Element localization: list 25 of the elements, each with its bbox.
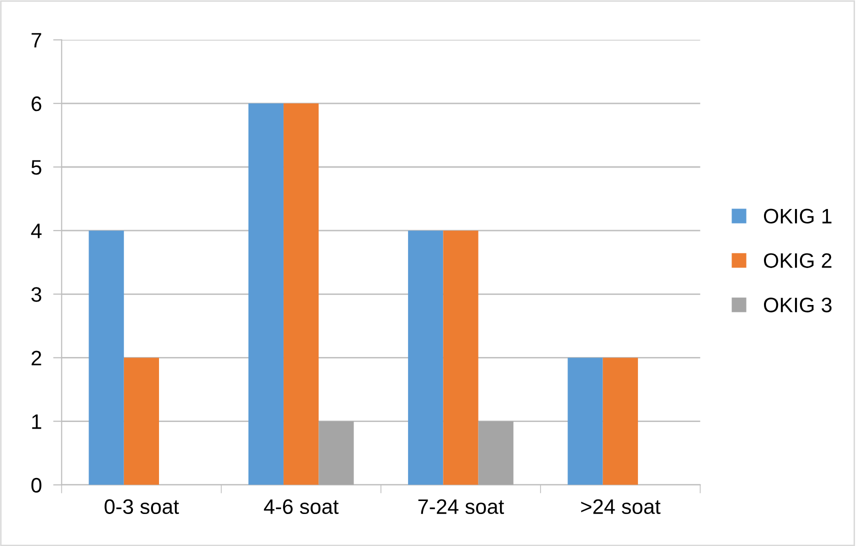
bar — [408, 230, 444, 485]
bar — [478, 421, 514, 485]
x-tick-label: >24 soat — [581, 499, 660, 514]
y-tick-label: 7 — [32, 33, 42, 48]
y-tick-label: 6 — [32, 96, 42, 112]
legend-label: OKIG 1 — [764, 208, 832, 224]
y-tick-label: 2 — [32, 350, 42, 366]
y-tick-label: 4 — [31, 224, 42, 238]
x-tick-label: 4-6 soat — [264, 499, 339, 514]
legend-label: OKIG 2 — [764, 253, 832, 268]
y-tick-label: 5 — [31, 160, 42, 175]
y-tick-label: 3 — [31, 287, 42, 302]
bar — [284, 103, 319, 485]
y-tick-label: 0 — [31, 478, 42, 493]
x-tick-label: 7-24 soat — [418, 499, 504, 514]
legend-label: OKIG 3 — [764, 298, 832, 312]
bar — [568, 358, 603, 485]
x-tick-label: 0-3 soat — [104, 499, 179, 514]
bar — [318, 421, 354, 485]
bar — [124, 358, 160, 485]
bar — [602, 358, 638, 485]
bar — [248, 103, 284, 485]
bar — [88, 230, 124, 485]
bar — [443, 230, 478, 485]
y-tick-label: 1 — [32, 414, 42, 429]
